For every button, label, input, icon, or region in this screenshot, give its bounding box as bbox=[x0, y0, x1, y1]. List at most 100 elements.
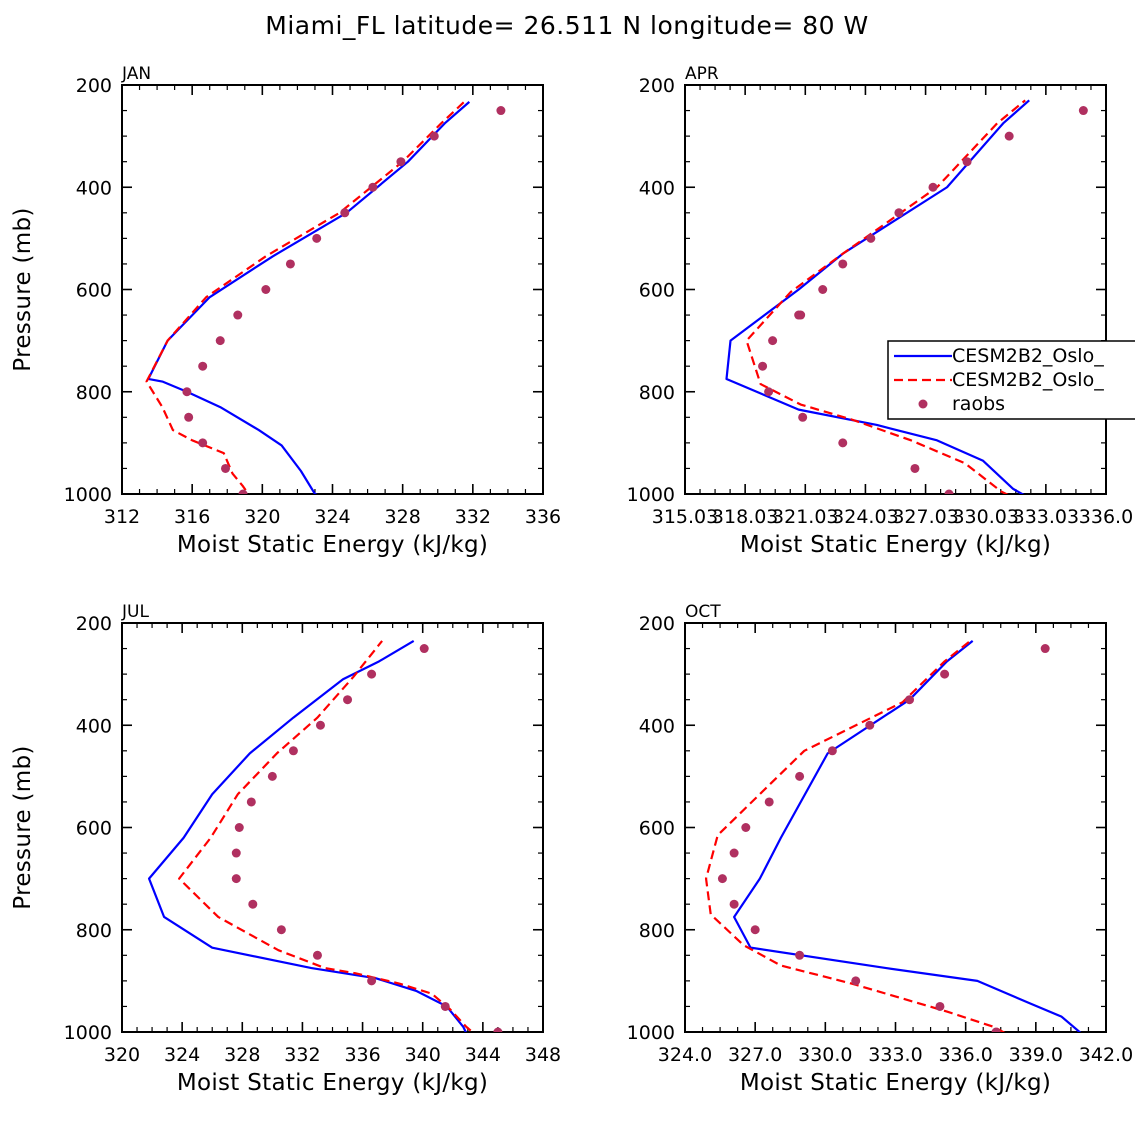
raobs-point bbox=[288, 746, 298, 756]
y-tick-label: 800 bbox=[76, 382, 112, 404]
raobs-point bbox=[248, 899, 258, 909]
raobs-point bbox=[750, 925, 760, 935]
x-tick-label: 318.03 bbox=[712, 506, 778, 528]
x-tick-label: 339.0 bbox=[1009, 1044, 1063, 1066]
raobs-point bbox=[865, 720, 875, 730]
y-axis-label: Pressure (mb) bbox=[10, 745, 36, 909]
raobs-point bbox=[827, 746, 837, 756]
raobs-point bbox=[851, 976, 861, 986]
y-tick-label: 1000 bbox=[64, 484, 112, 506]
y-tick-label: 200 bbox=[76, 613, 112, 635]
raobs-point bbox=[419, 644, 429, 654]
y-tick-label: 200 bbox=[639, 613, 675, 635]
raobs-point bbox=[312, 233, 322, 243]
legend-swatch-raobs bbox=[918, 399, 928, 409]
raobs-point bbox=[894, 208, 904, 218]
x-tick-label: 336.0 bbox=[1079, 506, 1133, 528]
y-tick-label: 200 bbox=[639, 75, 675, 97]
raobs-point bbox=[231, 848, 241, 858]
series-line-model2 bbox=[704, 640, 1006, 1032]
series-group bbox=[145, 99, 506, 494]
x-tick-label: 327.03 bbox=[892, 506, 958, 528]
month-label: APR bbox=[685, 64, 719, 84]
y-tick-label: 400 bbox=[639, 715, 675, 737]
raobs-point bbox=[429, 131, 439, 141]
raobs-point bbox=[795, 771, 805, 781]
raobs-point bbox=[905, 695, 915, 705]
x-tick-label: 320 bbox=[244, 506, 280, 528]
x-tick-label: 324 bbox=[314, 506, 350, 528]
x-tick-label: 336.0 bbox=[938, 1044, 992, 1066]
raobs-point bbox=[818, 285, 828, 294]
y-tick-label: 400 bbox=[76, 177, 112, 199]
month-label: JAN bbox=[121, 64, 151, 84]
x-tick-label: 348 bbox=[525, 1044, 561, 1066]
series-group bbox=[147, 639, 503, 1032]
panel-apr: APR315.03318.03321.03324.03327.03330.033… bbox=[627, 64, 1135, 558]
x-tick-label: 324.0 bbox=[658, 1044, 712, 1066]
raobs-point bbox=[729, 899, 739, 909]
raobs-point bbox=[962, 157, 972, 167]
raobs-point bbox=[866, 233, 876, 243]
raobs-point bbox=[944, 489, 954, 494]
x-tick-label: 336 bbox=[344, 1044, 380, 1066]
x-tick-label: 316 bbox=[174, 506, 210, 528]
raobs-point bbox=[768, 336, 778, 346]
raobs-point bbox=[940, 669, 950, 679]
x-axis-label: Moist Static Energy (kJ/kg) bbox=[740, 532, 1051, 558]
raobs-point bbox=[238, 489, 248, 494]
x-tick-label: 324.03 bbox=[832, 506, 898, 528]
y-tick-label: 200 bbox=[76, 75, 112, 97]
raobs-point bbox=[276, 925, 286, 935]
raobs-point bbox=[741, 823, 751, 832]
raobs-point bbox=[764, 387, 774, 397]
raobs-point bbox=[838, 438, 848, 448]
panel-jan: JAN 312 316 320 324 328 332 336 200 400 600 800 1000… bbox=[10, 64, 561, 558]
raobs-point bbox=[991, 1027, 1001, 1032]
y-tick-label: 600 bbox=[639, 280, 675, 302]
raobs-point bbox=[935, 1001, 945, 1011]
x-tick-label: 328 bbox=[385, 506, 421, 528]
raobs-point bbox=[928, 182, 938, 192]
raobs-point bbox=[234, 823, 244, 832]
x-tick-label: 324 bbox=[164, 1044, 200, 1066]
y-tick-label: 800 bbox=[76, 920, 112, 942]
legend-label: raobs bbox=[952, 393, 1005, 415]
x-tick-label: 332 bbox=[284, 1044, 320, 1066]
raobs-point bbox=[493, 1027, 503, 1032]
raobs-point bbox=[198, 438, 208, 448]
x-tick-label: 330.0 bbox=[798, 1044, 852, 1066]
y-tick-label: 600 bbox=[639, 818, 675, 840]
raobs-point bbox=[246, 797, 256, 807]
legend-label: CESM2B2_Oslo_ bbox=[952, 369, 1104, 391]
x-axis-label: Moist Static Energy (kJ/kg) bbox=[177, 532, 488, 558]
raobs-point bbox=[838, 259, 848, 269]
raobs-point bbox=[261, 285, 271, 294]
raobs-point bbox=[367, 669, 377, 679]
raobs-point bbox=[440, 1001, 450, 1011]
raobs-point bbox=[1078, 106, 1088, 116]
x-tick-label: 336 bbox=[525, 506, 561, 528]
x-tick-label: 342.0 bbox=[1079, 1044, 1133, 1066]
y-tick-label: 1000 bbox=[627, 484, 675, 506]
x-tick-label: 332 bbox=[455, 506, 491, 528]
y-tick-label: 1000 bbox=[627, 1022, 675, 1044]
legend-label: CESM2B2_Oslo_ bbox=[952, 345, 1104, 367]
x-tick-label: 320 bbox=[104, 1044, 140, 1066]
raobs-point bbox=[367, 976, 377, 986]
x-tick-label: 321.03 bbox=[772, 506, 838, 528]
raobs-point bbox=[343, 695, 353, 705]
raobs-point bbox=[215, 336, 225, 346]
x-tick-label: 344 bbox=[465, 1044, 501, 1066]
y-tick-label: 600 bbox=[76, 818, 112, 840]
x-tick-label: 330.03 bbox=[952, 506, 1018, 528]
raobs-point bbox=[1004, 131, 1014, 141]
y-tick-label: 800 bbox=[639, 920, 675, 942]
raobs-point bbox=[221, 463, 230, 473]
raobs-point bbox=[758, 361, 768, 371]
series-group bbox=[725, 99, 1088, 494]
panel-oct: OCT 324.0 327.0 330.0 333.0 336.0 339.0 342.0 20… bbox=[627, 602, 1134, 1096]
y-tick-label: 800 bbox=[639, 382, 675, 404]
series-group bbox=[704, 640, 1082, 1032]
